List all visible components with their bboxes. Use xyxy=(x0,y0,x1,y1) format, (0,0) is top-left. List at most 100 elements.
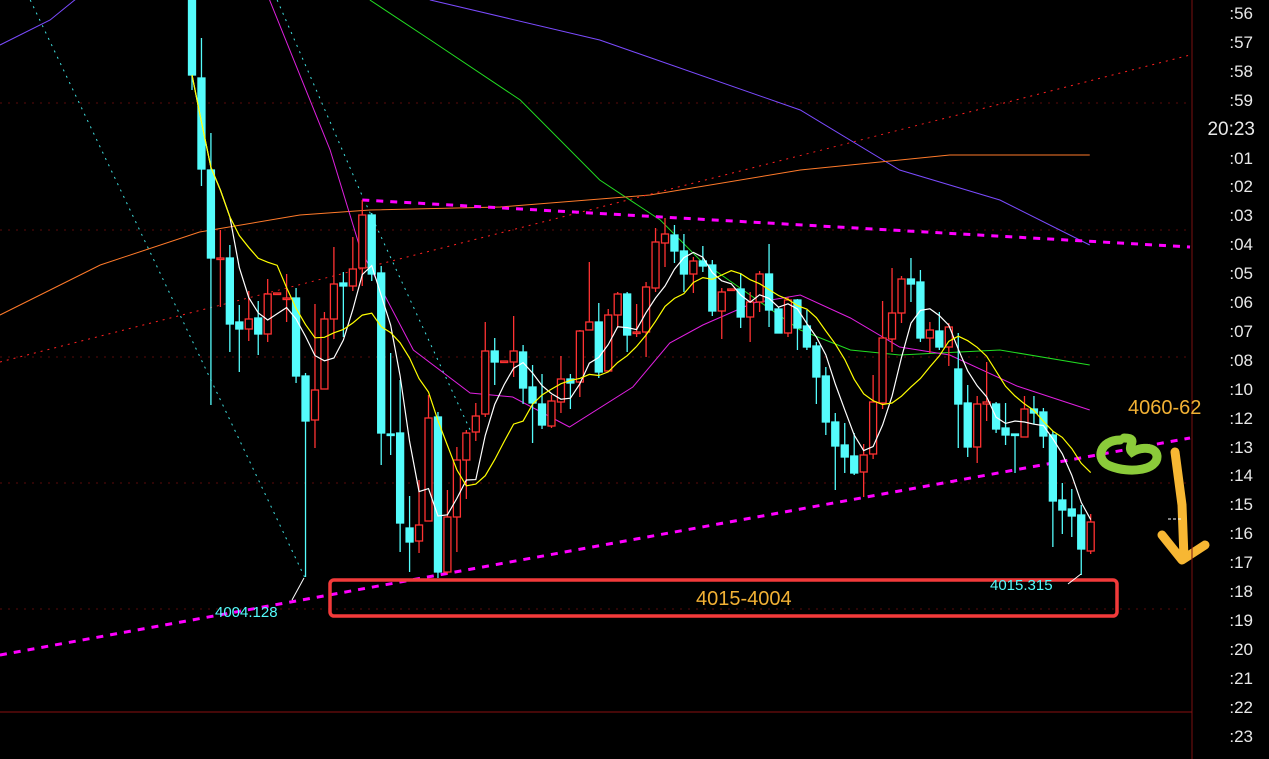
candle-body xyxy=(774,308,783,334)
candle-body xyxy=(604,314,613,372)
y-axis-label: :20 xyxy=(1229,639,1253,659)
candle-body xyxy=(320,318,329,390)
candle-body xyxy=(641,286,651,333)
candle-body xyxy=(537,403,547,426)
grid-lines xyxy=(0,102,1192,610)
candle-body xyxy=(944,326,953,348)
y-axis-label: :58 xyxy=(1229,61,1253,81)
candle-body xyxy=(216,257,225,261)
candle-body xyxy=(679,250,689,275)
candle-body xyxy=(443,516,452,573)
overlay-line xyxy=(369,0,1090,366)
candle-body xyxy=(282,297,291,301)
y-axis-label: :06 xyxy=(1229,293,1253,312)
candle-body xyxy=(235,321,244,330)
overlay-line xyxy=(0,154,1090,316)
down-arrow-icon xyxy=(1157,447,1210,565)
candle-body xyxy=(1048,434,1058,502)
candle-body xyxy=(651,241,660,289)
candle-body xyxy=(594,321,603,373)
overlay-line xyxy=(0,0,1090,246)
overlay-line xyxy=(269,0,1090,428)
candle-body xyxy=(1001,427,1010,436)
candle-body xyxy=(859,454,868,473)
candle-body xyxy=(348,268,357,287)
y-axis-label: :07 xyxy=(1229,321,1253,341)
candle-body xyxy=(575,330,585,383)
candle-body xyxy=(821,375,830,423)
candle-body xyxy=(1077,514,1086,550)
y-axis-label: :05 xyxy=(1229,264,1253,284)
y-axis-label: :01 xyxy=(1229,148,1253,168)
candle-body xyxy=(755,273,764,303)
candle-body xyxy=(831,421,840,447)
candle-body xyxy=(500,360,509,364)
candle-body xyxy=(925,329,935,339)
candle-body xyxy=(632,331,641,335)
candle-body xyxy=(339,282,348,287)
moving-average-lines xyxy=(191,74,1092,520)
low-arrow-right xyxy=(1067,573,1082,585)
resistance-label: 4060-62 xyxy=(1128,397,1202,419)
candle-body xyxy=(414,524,424,542)
candle-body xyxy=(367,214,376,275)
candle-body xyxy=(727,288,736,292)
candle-body xyxy=(490,350,499,363)
y-axis-label: :57 xyxy=(1229,32,1253,52)
candle-body xyxy=(395,432,405,524)
candle-body xyxy=(452,459,462,518)
ma-line xyxy=(191,74,1092,487)
candle-body xyxy=(433,416,443,573)
candle-body xyxy=(254,317,263,335)
y-axis-label: :59 xyxy=(1229,90,1253,110)
candle-body xyxy=(613,293,622,316)
y-axis-label: :56 xyxy=(1229,4,1253,23)
candle-body xyxy=(973,403,982,448)
candle-body xyxy=(481,350,490,415)
candle-body xyxy=(868,401,878,455)
candle-body xyxy=(310,389,320,421)
candle-body xyxy=(623,293,632,336)
overlay-line xyxy=(0,436,1191,657)
candle-body xyxy=(850,455,859,474)
y-axis-label: :14 xyxy=(1229,466,1253,486)
candle-body xyxy=(206,169,216,259)
y-axis-label: :19 xyxy=(1229,610,1253,630)
y-axis-label: :22 xyxy=(1229,697,1253,717)
candle-body xyxy=(358,214,367,269)
candle-body xyxy=(906,278,916,285)
y-axis-label: :13 xyxy=(1229,437,1253,457)
candle-body xyxy=(1039,411,1048,437)
overlay-lines xyxy=(0,0,1191,657)
candle-body xyxy=(745,301,755,318)
overlay-line xyxy=(0,54,1191,363)
candle-body xyxy=(547,400,556,427)
candle-body xyxy=(377,272,386,434)
candle-body xyxy=(462,432,471,461)
green-circle-scribble xyxy=(1096,433,1162,475)
candle-body xyxy=(272,292,282,296)
candle-body xyxy=(471,415,480,433)
candle-body xyxy=(263,293,272,335)
candle-body xyxy=(812,345,821,378)
candle-body xyxy=(736,288,745,318)
candle-body xyxy=(585,321,594,331)
candle-body xyxy=(954,368,963,405)
candle-body xyxy=(935,330,944,348)
candle-body xyxy=(1058,499,1067,511)
overlay-line xyxy=(276,0,471,431)
support-zone-box xyxy=(328,578,1119,618)
y-axis-label: :03 xyxy=(1229,206,1253,226)
candle-body xyxy=(1010,433,1020,437)
low-price-label-right: 4015.315 xyxy=(990,577,1053,594)
annotations xyxy=(0,0,1210,759)
candle-body xyxy=(689,260,698,275)
candle-body xyxy=(670,234,679,252)
candle-body xyxy=(1086,521,1095,552)
candle-body xyxy=(225,257,234,325)
candle-body xyxy=(291,297,301,377)
candle-body xyxy=(509,350,518,363)
y-axis-label: :08 xyxy=(1229,350,1253,370)
y-axis-label: 20:23 xyxy=(1207,118,1255,140)
